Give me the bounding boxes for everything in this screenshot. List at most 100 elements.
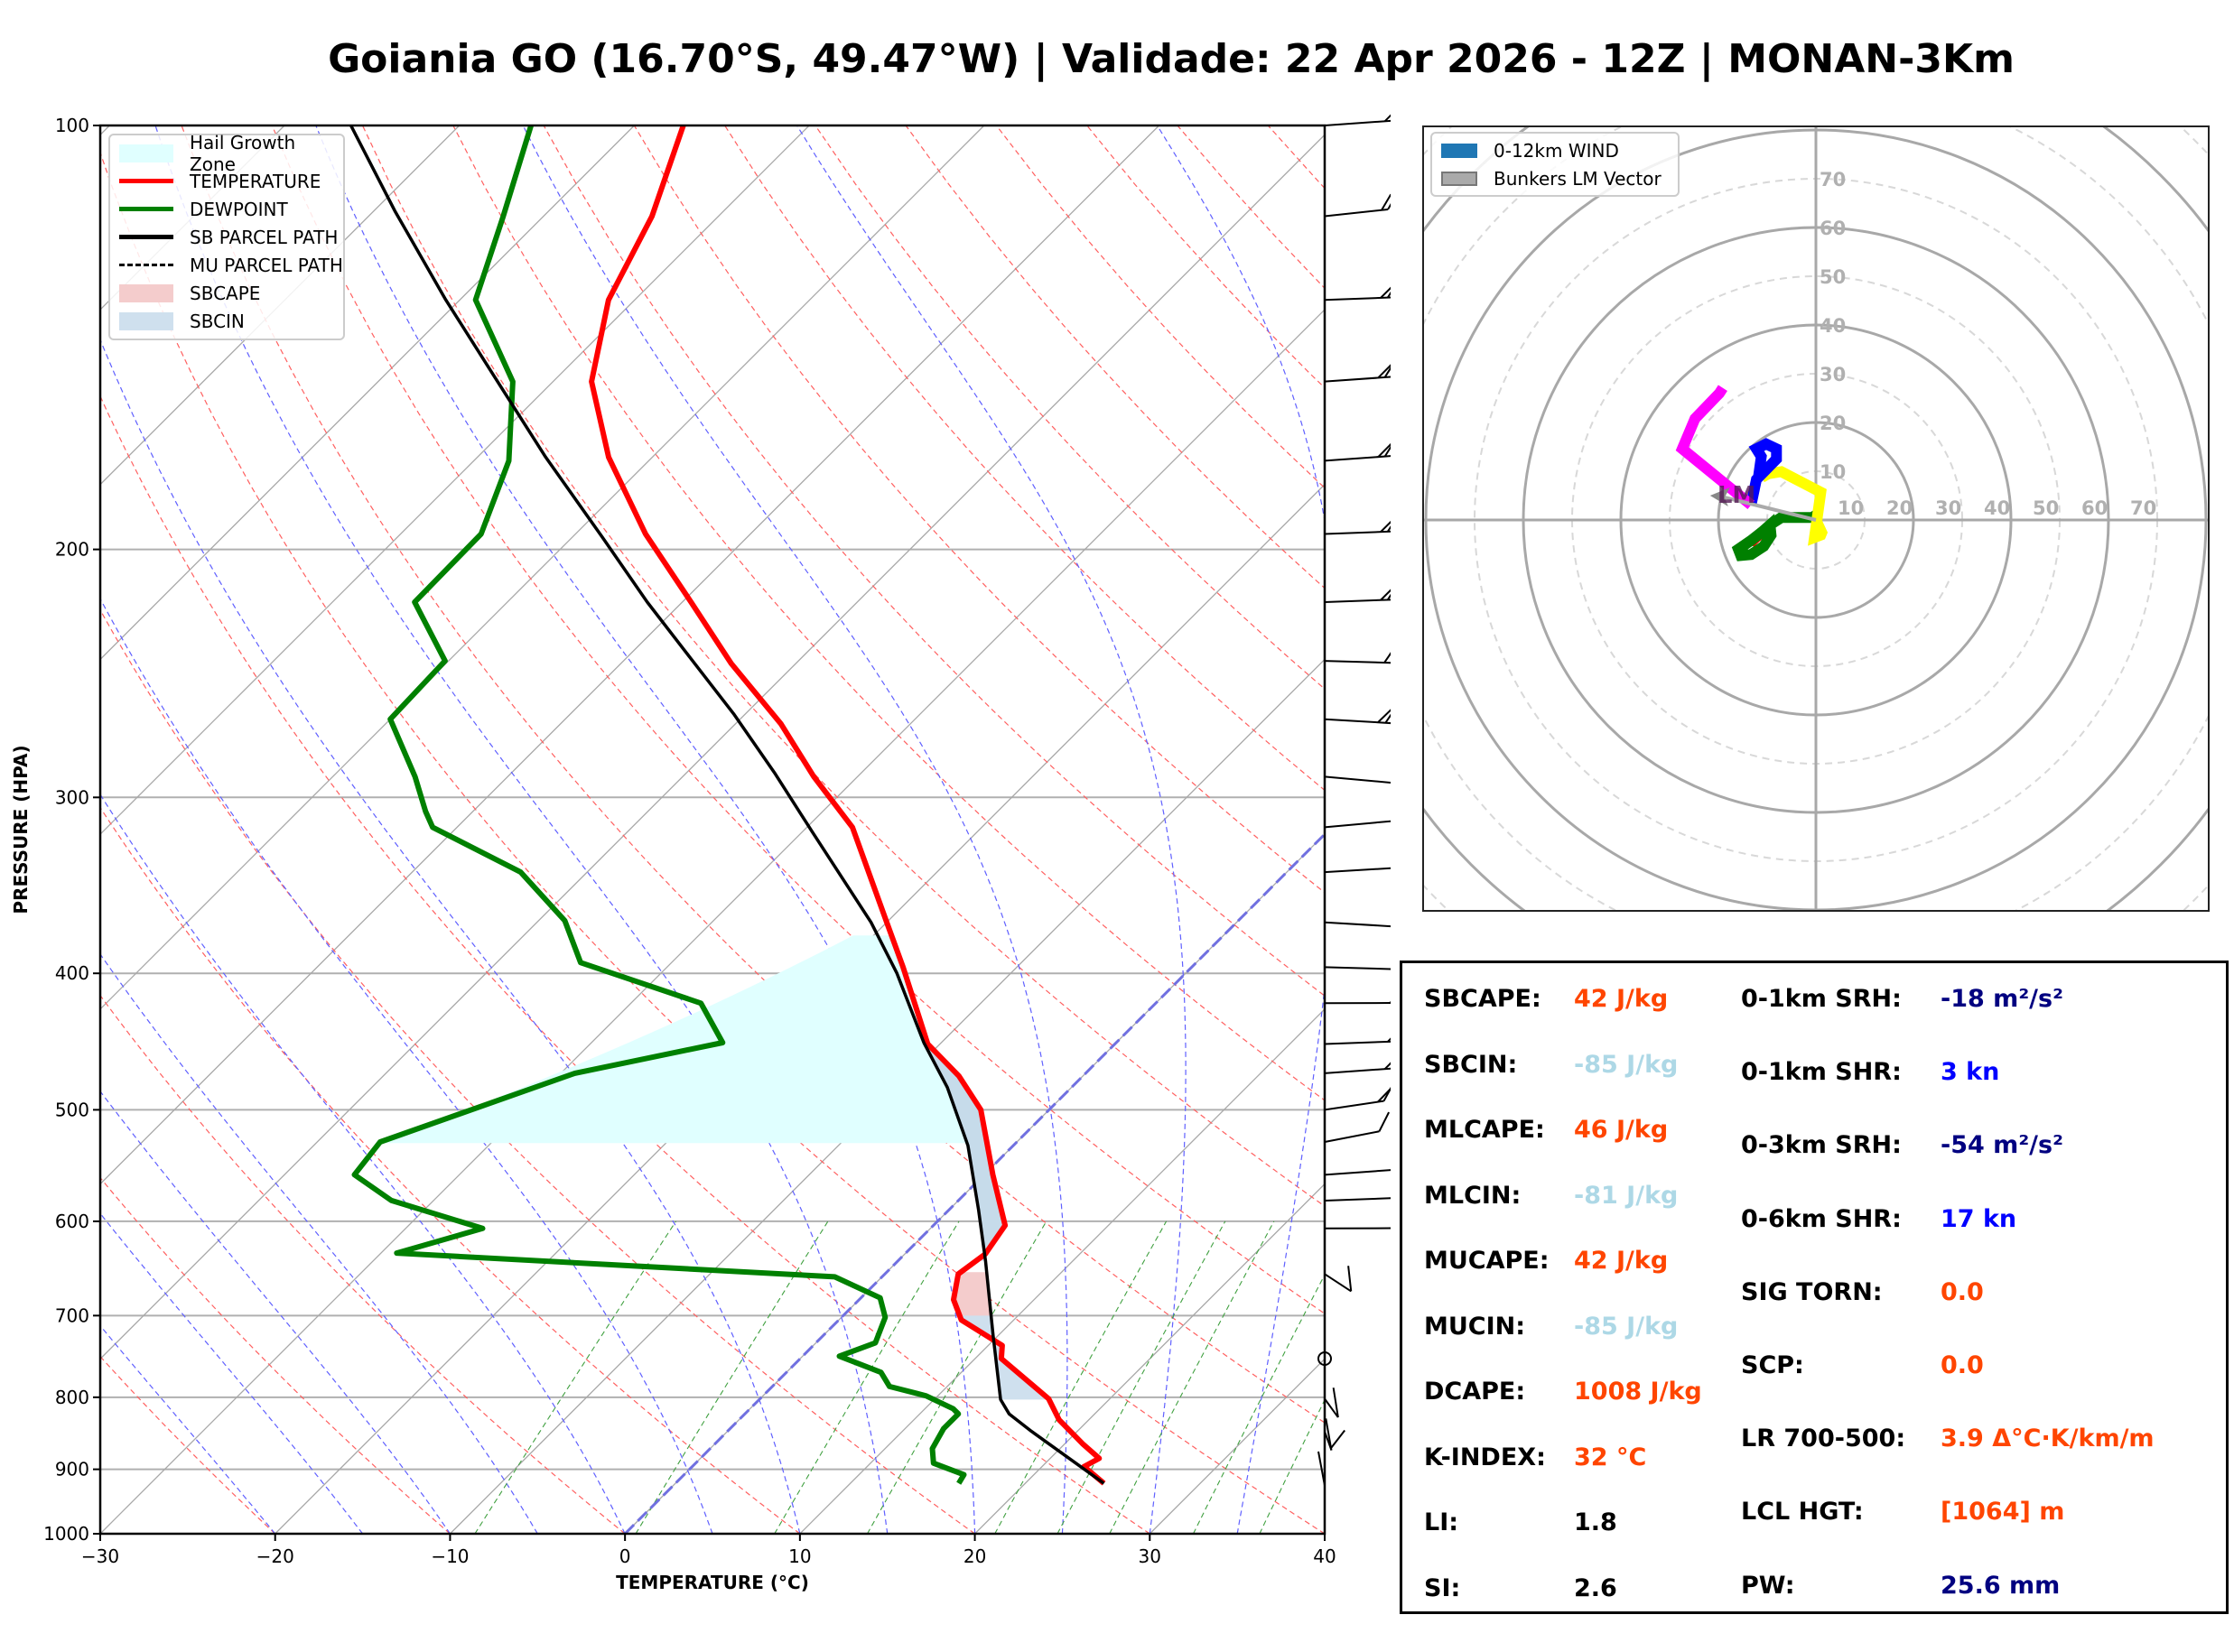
dry-adiabat [814, 125, 1325, 690]
stat-value: -18 m²/s² [1941, 985, 2063, 1013]
dry-adiabat [100, 1176, 451, 1534]
stat-value: [1064] m [1941, 1498, 2065, 1527]
mixing-ratio-line [1193, 1273, 1325, 1534]
isotherm-line [275, 483, 1325, 1534]
ring-label-u: 70 [2130, 497, 2156, 519]
wind-barb [1324, 286, 1391, 302]
stat-label: DCAPE: [1424, 1378, 1526, 1406]
wind-barb [1324, 1197, 1391, 1202]
stat-label: LR 700-500: [1741, 1425, 1906, 1453]
dry-adiabat [543, 125, 1325, 997]
hodograph-segment-3-6km [1757, 466, 1829, 546]
y-tick-label: 100 [55, 115, 89, 136]
bunkers-lm-vector [1717, 494, 1817, 522]
wind-barb [1317, 1350, 1332, 1366]
stat-label: LI: [1424, 1508, 1459, 1536]
y-tick-label: 500 [55, 1099, 89, 1120]
mixing-ratio-line [474, 1220, 676, 1534]
stat-label: SBCAPE: [1424, 985, 1541, 1013]
legend-item: DEWPOINT [110, 195, 343, 223]
hodograph-frame [1422, 125, 2210, 912]
y-tick-label: 1000 [43, 1523, 89, 1545]
legend-item: SBCIN [110, 307, 343, 335]
y-tick-label: 700 [55, 1304, 89, 1326]
stat-value: 1008 J/kg [1574, 1378, 1702, 1406]
wind-barb [1324, 589, 1391, 603]
legend-item: SB PARCEL PATH [110, 223, 343, 251]
x-tick-label: 30 [1139, 1545, 1161, 1567]
wind-barb [1324, 1062, 1391, 1074]
wind-barb [1324, 775, 1391, 784]
wind-barb [1324, 652, 1391, 664]
ring-label-v: 50 [1820, 266, 1846, 288]
dry-adiabat [1359, 125, 1392, 1534]
wind-barb [1324, 966, 1391, 970]
dry-adiabat [271, 125, 1325, 1314]
dry-adiabat [724, 125, 1325, 792]
stat-label: K-INDEX: [1424, 1443, 1546, 1471]
legend-label: SBCAPE [190, 282, 261, 304]
legend-swatch [119, 264, 173, 266]
hodograph-ring [1474, 178, 2158, 862]
dry-adiabat [1267, 125, 1325, 190]
stat-value: 3 kn [1941, 1058, 2000, 1087]
legend-label: Hail Growth Zone [190, 131, 296, 175]
dry-adiabat [633, 125, 1325, 894]
hodograph-ring [1669, 373, 1963, 667]
stat-value: -54 m²/s² [1941, 1131, 2063, 1160]
stat-label: 0-1km SRH: [1741, 985, 1902, 1013]
hodograph-ring [1522, 226, 2110, 814]
x-axis-label: TEMPERATURE (°C) [616, 1572, 809, 1593]
dry-adiabat [995, 125, 1325, 489]
stat-label: LCL HGT: [1741, 1498, 1864, 1527]
isotherm-line [799, 1007, 1325, 1534]
legend-swatch [119, 283, 173, 302]
isotherm-line [974, 1183, 1325, 1534]
hodograph-legend-item: Bunkers LM Vector [1432, 164, 1678, 192]
wind-barb [1324, 1111, 1390, 1144]
stat-label: PW: [1741, 1571, 1795, 1600]
mixing-ratio-line [774, 1220, 960, 1534]
dry-adiabat [100, 151, 1325, 1534]
x-tick-label: 10 [788, 1545, 811, 1567]
stat-value: 32 °C [1574, 1443, 1647, 1471]
hodograph-ring [1423, 126, 2209, 911]
x-tick-label: 40 [1313, 1545, 1336, 1567]
isotherm-line [449, 658, 1325, 1534]
stat-value: -85 J/kg [1574, 1312, 1679, 1341]
stat-label: SIG TORN: [1741, 1277, 1883, 1306]
legend-label: SBCIN [190, 310, 245, 332]
wind-barb [1324, 867, 1391, 874]
legend-swatch [119, 207, 173, 211]
dry-adiabat [452, 125, 1325, 1101]
wind-barb [1324, 820, 1391, 829]
stat-value: 46 J/kg [1574, 1116, 1669, 1144]
wind-barb [1324, 1387, 1339, 1418]
dry-adiabat [361, 125, 1325, 1207]
legend-swatch [1441, 143, 1477, 158]
y-tick-label: 900 [55, 1459, 89, 1480]
moist-adiabat [100, 1324, 276, 1534]
legend-label: SB PARCEL PATH [190, 226, 339, 248]
wind-barb [1324, 1000, 1391, 1005]
wind-barb [1324, 442, 1391, 462]
mixing-ratio-line [1056, 1220, 1226, 1534]
stat-value: 42 J/kg [1574, 1247, 1669, 1275]
wind-barb [1324, 114, 1391, 126]
stat-value: 0.0 [1941, 1351, 1984, 1379]
wind-barb [1324, 1227, 1391, 1230]
y-tick-label: 800 [55, 1387, 89, 1408]
ring-label-u: 20 [1886, 497, 1913, 519]
ring-label-u: 50 [2033, 497, 2059, 519]
sbcape-area [954, 1272, 991, 1316]
mixing-ratio-line [635, 1220, 829, 1534]
moist-adiabat [315, 125, 976, 1534]
dry-adiabat [100, 394, 1150, 1534]
legend-item: TEMPERATURE [110, 167, 343, 195]
hodograph-segment-0-1km [1746, 527, 1766, 547]
legend-swatch [119, 144, 173, 162]
stat-label: 0-1km SHR: [1741, 1058, 1902, 1087]
x-tick-label: −20 [256, 1545, 294, 1567]
mixing-ratio-line [1109, 1220, 1275, 1534]
legend-label: TEMPERATURE [190, 170, 321, 192]
